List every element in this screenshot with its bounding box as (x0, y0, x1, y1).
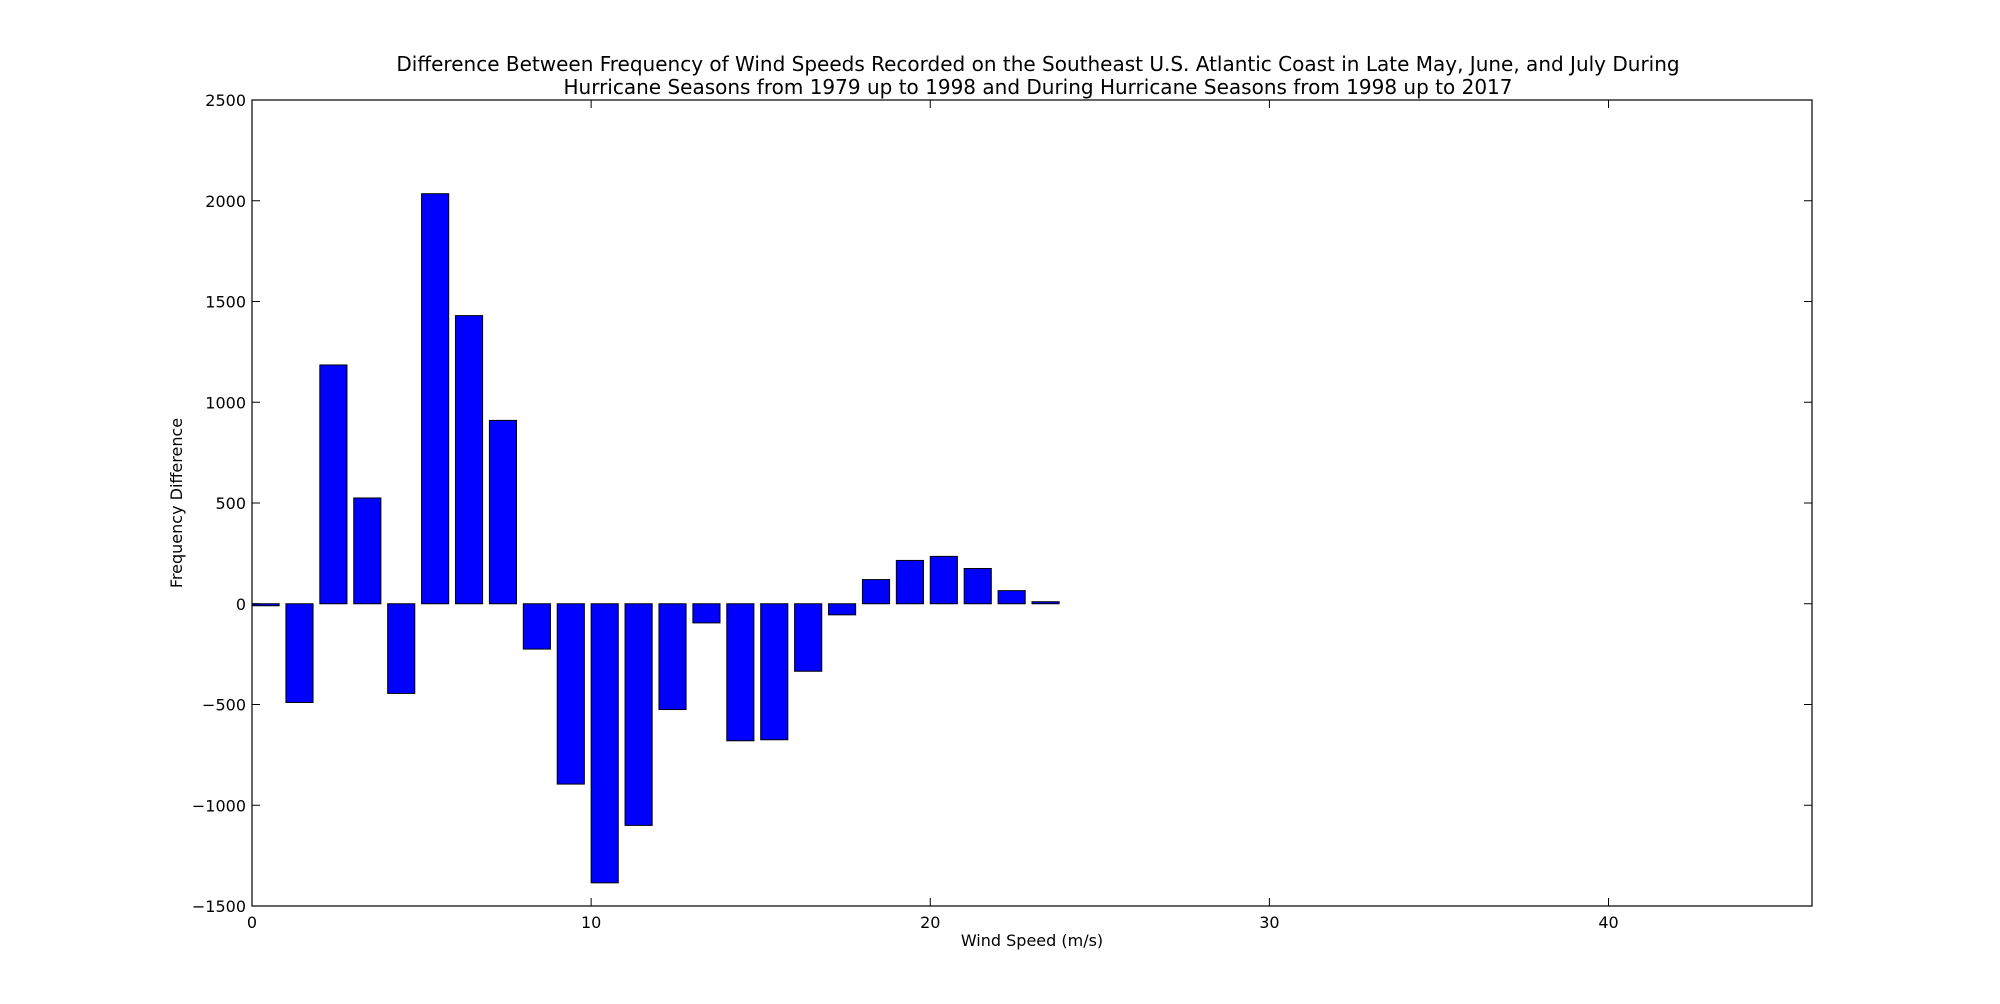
x-tick-label-0: 0 (247, 913, 257, 932)
bar-14 (726, 603, 755, 742)
x-axis-label: Wind Speed (m/s) (961, 931, 1103, 950)
x-tick-label-30: 30 (1259, 913, 1279, 932)
bar-18 (861, 579, 891, 605)
y-axis-label: Frequency Difference (167, 418, 186, 588)
x-tick-label-20: 20 (920, 913, 940, 932)
x-tick-label-40: 40 (1598, 913, 1618, 932)
bar-23 (1031, 601, 1060, 605)
bar-6 (454, 315, 484, 605)
bar-19 (895, 559, 924, 605)
bar-13 (692, 603, 721, 624)
y-tick-label-0: 0 (236, 595, 246, 614)
bar-3 (353, 497, 382, 605)
y-tick-label-1500: 1500 (205, 293, 246, 312)
bar-1 (285, 603, 314, 703)
bar-5 (421, 193, 450, 605)
bar-20 (929, 555, 958, 605)
bar-12 (658, 603, 687, 711)
axis-ticks: 0 10 20 30 40 −1500 −1000 −500 0 500 1000 1500 2000 2… (192, 91, 1812, 932)
y-tick-label--500: −500 (202, 696, 246, 715)
bar-11 (624, 603, 653, 826)
bar-15 (760, 603, 789, 741)
y-tick-label--1500: −1500 (192, 897, 246, 916)
chart-title-line-2: Hurricane Seasons from 1979 up to 1998 a… (563, 75, 1512, 99)
y-tick-label-2500: 2500 (205, 91, 246, 110)
bar-2 (319, 364, 348, 605)
bar-16 (794, 603, 823, 672)
bars (251, 193, 1060, 884)
bar-9 (556, 603, 585, 785)
y-tick-label-500: 500 (215, 494, 246, 513)
bar-4 (387, 603, 416, 694)
chart-title-line-1: Difference Between Frequency of Wind Spe… (396, 52, 1679, 76)
x-tick-label-10: 10 (581, 913, 601, 932)
y-tick-label-1000: 1000 (205, 393, 246, 412)
bar-17 (828, 603, 857, 616)
bar-21 (963, 567, 992, 605)
bar-7 (488, 419, 518, 605)
y-tick-label-2000: 2000 (205, 192, 246, 211)
bar-10 (590, 603, 619, 884)
chart-title: Difference Between Frequency of Wind Spe… (396, 52, 1679, 99)
y-tick-label--1000: −1000 (192, 796, 246, 815)
bar-22 (997, 590, 1026, 605)
bar-8 (522, 603, 551, 650)
plot-frame (251, 99, 1813, 907)
